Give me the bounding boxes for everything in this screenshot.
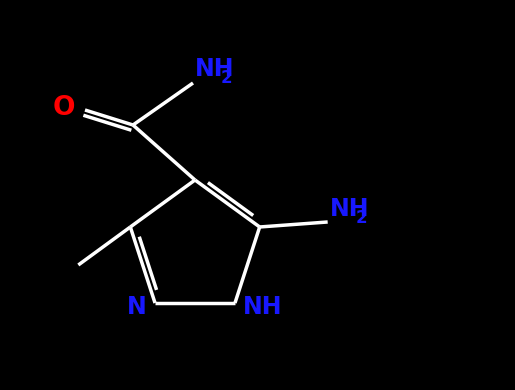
- Text: 2: 2: [356, 209, 367, 227]
- Text: NH: NH: [243, 295, 282, 319]
- Text: NH: NH: [330, 197, 369, 221]
- Text: NH: NH: [195, 57, 234, 81]
- Text: O: O: [53, 95, 75, 121]
- Text: N: N: [127, 295, 147, 319]
- Text: 2: 2: [221, 69, 233, 87]
